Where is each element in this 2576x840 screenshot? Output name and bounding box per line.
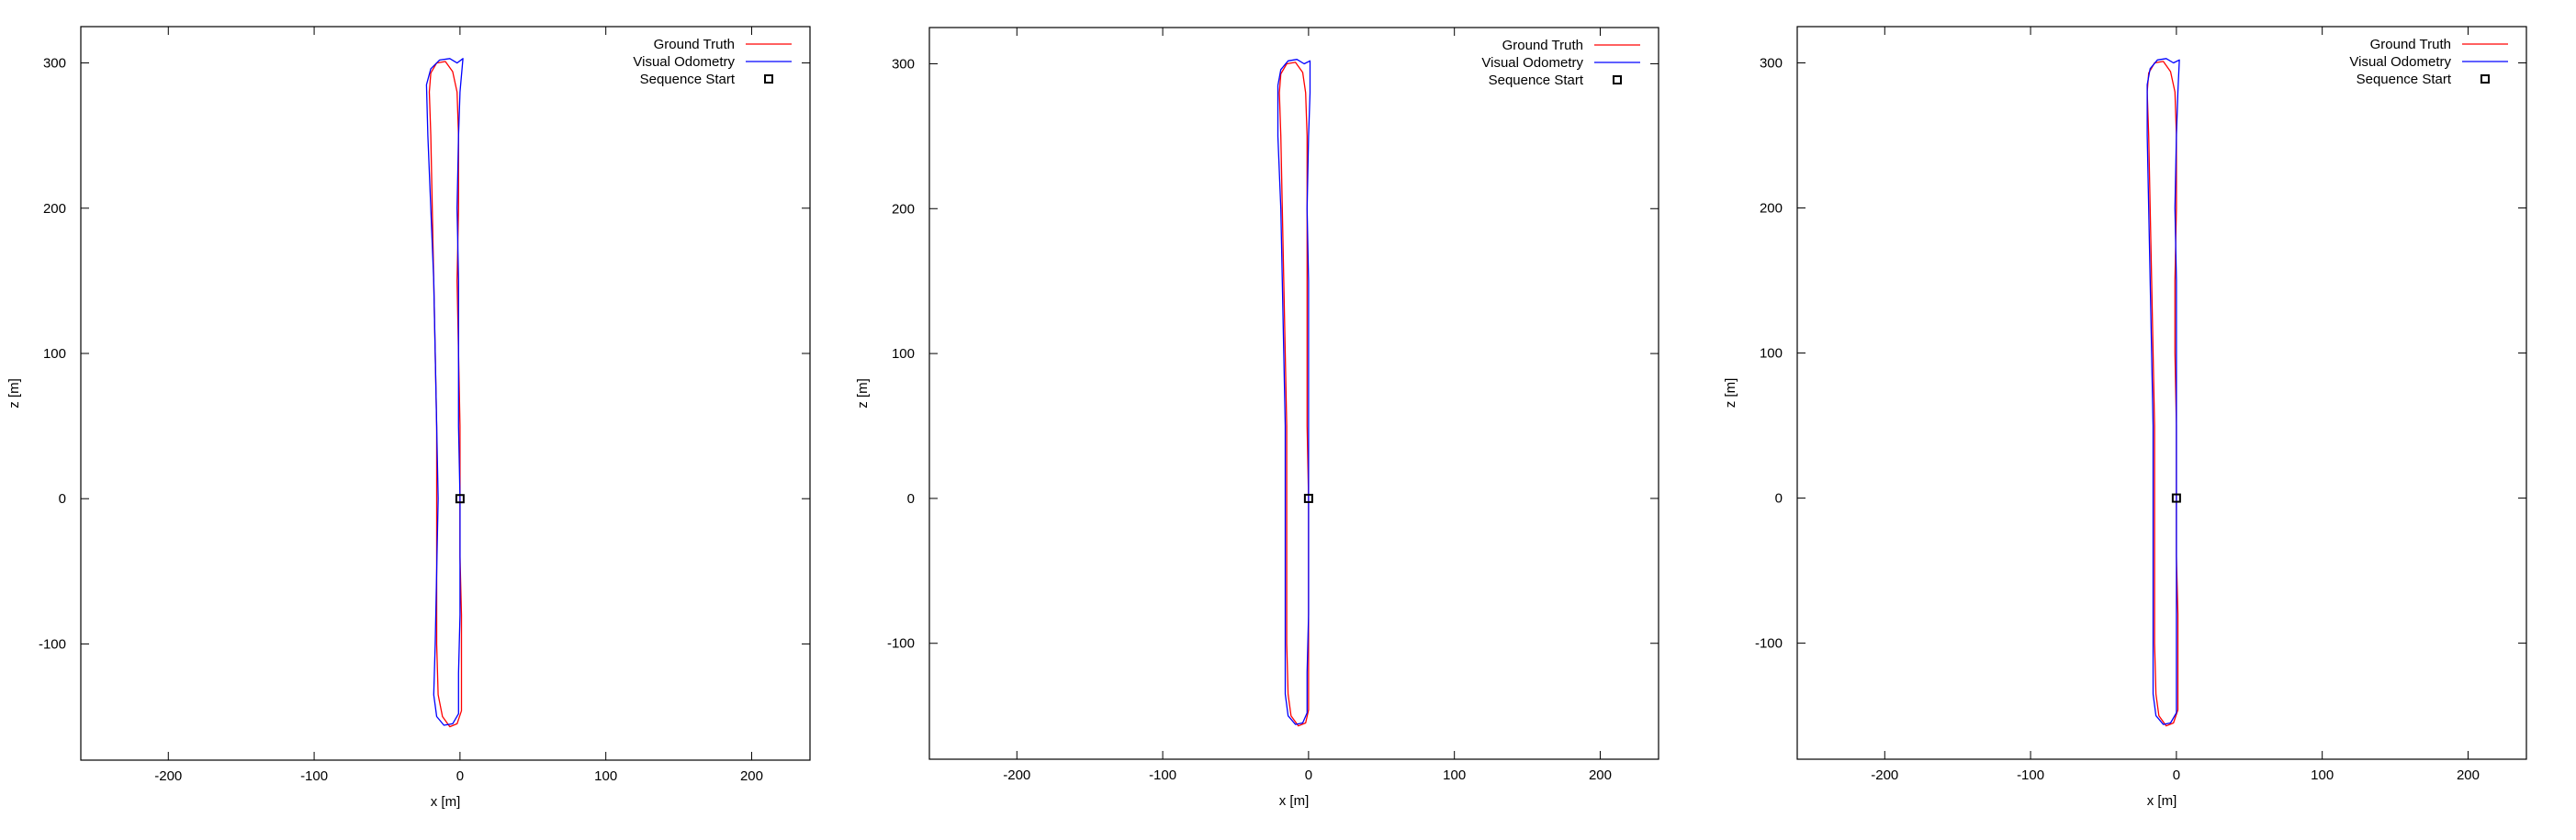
y-axis-label: z [m] [6, 378, 22, 409]
plot-frame [1796, 26, 2527, 760]
y-tick-label: 300 [1760, 56, 1783, 72]
y-axis-label: z [m] [1723, 378, 1738, 409]
sequence-start-marker [1303, 493, 1313, 503]
legend-label: Visual Odometry [633, 54, 735, 70]
plot-frame [80, 26, 811, 761]
series-line-visual-odometry [2146, 58, 2180, 725]
x-tick-label: -100 [2017, 767, 2044, 783]
x-tick-label: -100 [1149, 767, 1176, 783]
legend-label: Ground Truth [1502, 38, 1583, 53]
x-tick-label: 0 [456, 768, 464, 784]
x-tick-label: 100 [594, 768, 617, 784]
legend: Ground Truth Visual Odometry Sequence Star… [633, 37, 792, 87]
x-tick-label: -100 [300, 768, 328, 784]
x-axis-label: x [m] [431, 794, 461, 810]
y-tick-label: 300 [892, 56, 915, 72]
y-tick-label: 0 [59, 491, 66, 507]
x-axis-label: x [m] [2147, 793, 2177, 809]
y-tick-label: 0 [1775, 491, 1783, 507]
series-line-ground-truth [2146, 61, 2179, 727]
x-tick-label: 100 [1443, 767, 1466, 783]
series-line-ground-truth [1278, 62, 1310, 727]
sequence-start-marker [2171, 493, 2181, 503]
y-tick-label: 200 [1760, 201, 1783, 217]
series-line-visual-odometry [425, 58, 464, 726]
legend-label: Sequence Start [640, 72, 736, 87]
y-tick-label: -100 [39, 636, 66, 652]
legend-label: Visual Odometry [1481, 55, 1583, 71]
legend-label: Sequence Start [2357, 72, 2452, 87]
y-tick-label: 200 [43, 201, 66, 217]
y-tick-label: 100 [1760, 346, 1783, 362]
legend: Ground Truth Visual Odometry Sequence Star… [1481, 38, 1640, 88]
x-tick-label: 100 [2311, 767, 2334, 783]
plot-frame [928, 27, 1659, 760]
y-tick-label: 100 [43, 346, 66, 362]
sequence-start-marker [455, 494, 465, 504]
x-tick-label: 200 [1589, 767, 1612, 783]
chart-panel-2: -200 -100 0 100 200 -100 0 100 200 300 x [m] z [m] G… [855, 27, 1659, 809]
legend-label: Ground Truth [2370, 37, 2451, 52]
legend-marker-swatch [764, 74, 773, 84]
x-tick-label: 0 [2173, 767, 2180, 783]
series-line-visual-odometry [1277, 59, 1311, 725]
x-tick-label: 0 [1305, 767, 1312, 783]
legend-label: Sequence Start [1489, 73, 1584, 88]
y-tick-label: -100 [1755, 636, 1783, 652]
x-tick-label: -200 [1003, 767, 1030, 783]
y-tick-label: 200 [892, 201, 915, 217]
legend-label: Visual Odometry [2349, 54, 2451, 70]
x-tick-label: -200 [154, 768, 182, 784]
y-tick-label: 100 [892, 346, 915, 362]
legend-label: Ground Truth [654, 37, 735, 52]
x-tick-label: -200 [1871, 767, 1898, 783]
legend: Ground Truth Visual Odometry Sequence Star… [2349, 37, 2508, 87]
x-axis-label: x [m] [1279, 793, 1310, 809]
legend-marker-swatch [2480, 74, 2490, 84]
series-line-ground-truth [428, 61, 463, 728]
y-axis-label: z [m] [855, 378, 871, 409]
x-tick-label: 200 [2457, 767, 2480, 783]
y-tick-label: -100 [887, 636, 915, 652]
chart-panel-1: -200 -100 0 100 200 -100 0 100 200 300 x [m] z [m] G… [6, 26, 811, 810]
y-tick-label: 300 [43, 56, 66, 72]
x-tick-label: 200 [740, 768, 763, 784]
legend-marker-swatch [1613, 75, 1622, 84]
chart-panel-3: -200 -100 0 100 200 -100 0 100 200 300 x [m] z [m] G… [1723, 26, 2527, 809]
y-tick-label: 0 [907, 491, 915, 507]
